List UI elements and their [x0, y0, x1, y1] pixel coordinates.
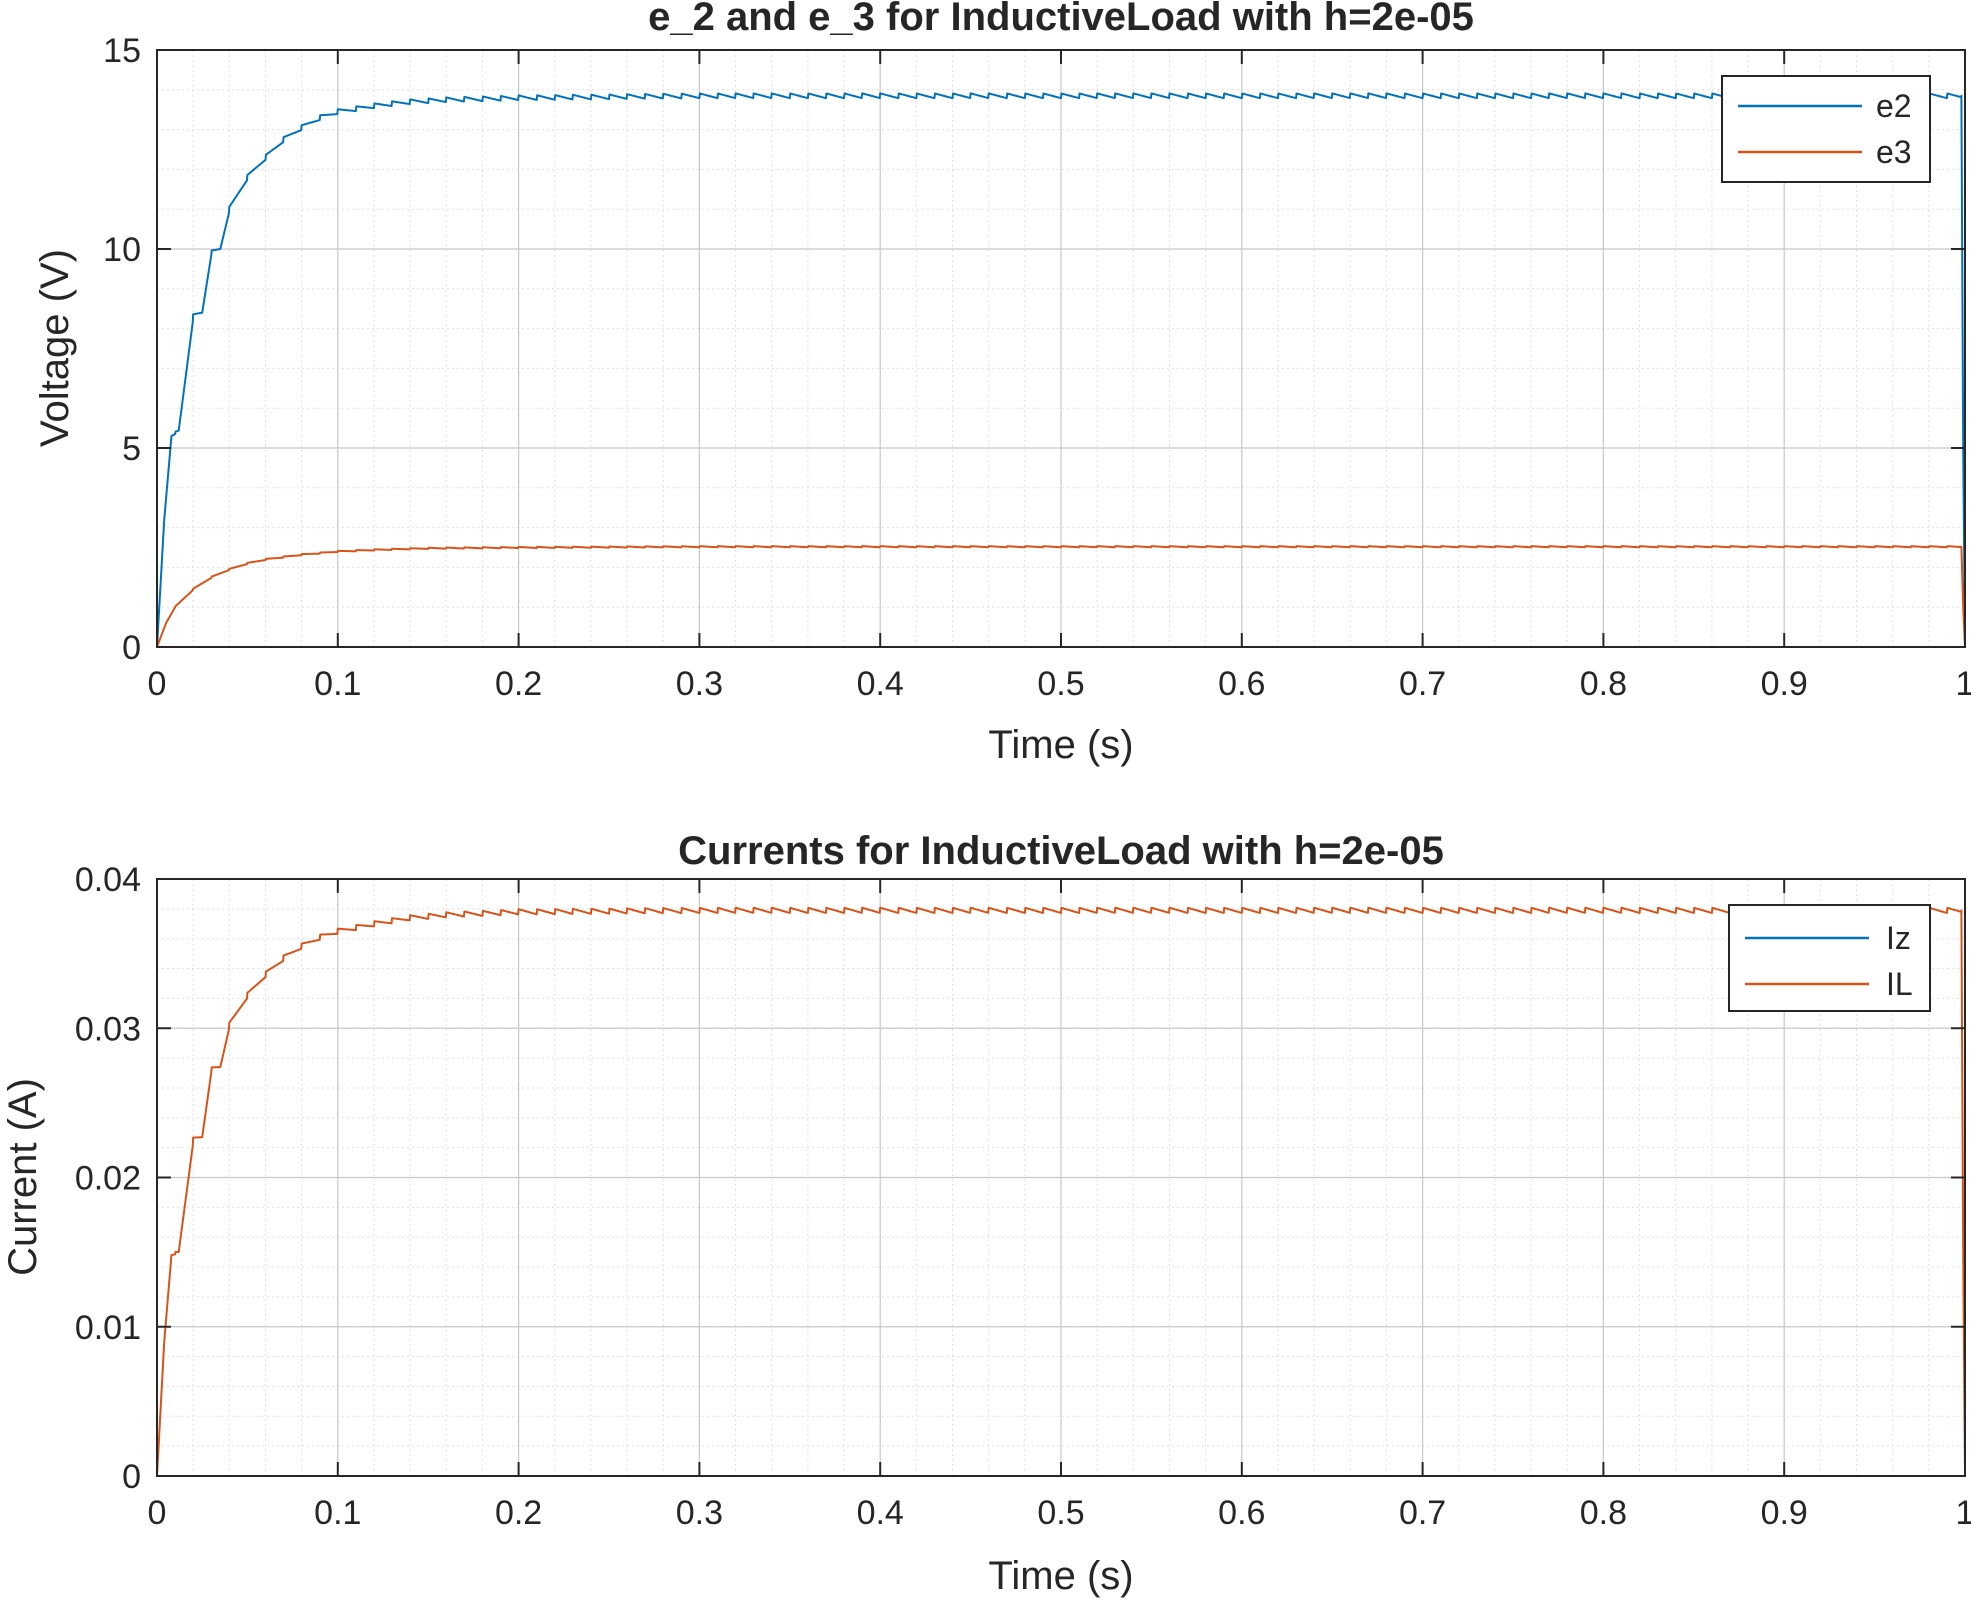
- voltage-x-tick-label: 0.2: [495, 665, 542, 703]
- voltage-y-tick-label: 15: [103, 32, 141, 70]
- voltage-y-tick-label: 10: [103, 231, 141, 269]
- voltage-x-tick-label: 0.7: [1399, 665, 1446, 703]
- current-x-axis-label: Time (s): [988, 1554, 1133, 1598]
- voltage-legend-label-e3: e3: [1876, 134, 1912, 170]
- voltage-x-tick-label: 0.9: [1761, 665, 1808, 703]
- current-y-tick-label: 0.02: [75, 1160, 141, 1198]
- current-chart-title: Currents for InductiveLoad with h=2e-05: [678, 829, 1444, 873]
- current-legend-label-il: IL: [1886, 966, 1913, 1002]
- current-x-tick-label: 0: [148, 1494, 167, 1532]
- current-x-tick-label: 0.6: [1218, 1494, 1265, 1532]
- voltage-chart-title: e_2 and e_3 for InductiveLoad with h=2e-…: [648, 0, 1474, 39]
- current-x-tick-label: 0.8: [1580, 1494, 1627, 1532]
- current-x-tick-label: 1: [1956, 1494, 1971, 1532]
- current-x-tick-label: 0.1: [314, 1494, 361, 1532]
- voltage-x-tick-label: 0.5: [1037, 665, 1084, 703]
- voltage-y-tick-label: 5: [122, 430, 141, 468]
- current-ticks: [156, 878, 1966, 1477]
- current-x-tick-label: 0.3: [676, 1494, 723, 1532]
- current-x-tick-labels: 0 0.1 0.2 0.3 0.4 0.5 0.6 0.7 0.8 0.9 1: [148, 1494, 1971, 1532]
- voltage-legend: e2 e3: [1721, 75, 1931, 183]
- current-y-tick-label: 0: [122, 1458, 141, 1496]
- voltage-x-tick-labels: 0 0.1 0.2 0.3 0.4 0.5 0.6 0.7 0.8 0.9 1: [148, 665, 1971, 703]
- voltage-series-line-e2: [156, 92, 1966, 648]
- voltage-y-axis-label: Voltage (V): [33, 249, 77, 447]
- current-y-tick-labels: 0 0.01 0.02 0.03 0.04: [75, 861, 141, 1496]
- voltage-major-grid: [156, 49, 1966, 648]
- voltage-legend-label-e2: e2: [1876, 88, 1912, 124]
- voltage-y-tick-labels: 0 5 10 15: [103, 32, 141, 667]
- voltage-x-tick-label: 0.3: [676, 665, 723, 703]
- current-x-tick-label: 0.7: [1399, 1494, 1446, 1532]
- voltage-x-axis-label: Time (s): [988, 723, 1133, 767]
- current-legend-label-iz: Iz: [1886, 920, 1911, 956]
- current-x-tick-label: 0.9: [1761, 1494, 1808, 1532]
- voltage-x-tick-label: 1: [1956, 665, 1971, 703]
- voltage-series: [156, 92, 1966, 648]
- voltage-subplot: 0 0.1 0.2 0.3 0.4 0.5 0.6 0.7 0.8 0.9 1 0 5 10 15 e_2…: [33, 0, 1971, 767]
- current-x-tick-label: 0.2: [495, 1494, 542, 1532]
- current-subplot: 0 0.1 0.2 0.3 0.4 0.5 0.6 0.7 0.8 0.9 1 00.010.020…: [1, 829, 1971, 1598]
- voltage-x-tick-label: 0.6: [1218, 665, 1265, 703]
- current-series-line-il: [156, 906, 1966, 1477]
- current-y-tick-label: 0.04: [75, 861, 141, 899]
- voltage-y-tick-label: 0: [122, 629, 141, 667]
- voltage-ticks: [156, 49, 1966, 648]
- voltage-x-tick-label: 0.1: [314, 665, 361, 703]
- current-y-tick-label: 0.01: [75, 1309, 141, 1347]
- current-legend: Iz IL: [1728, 904, 1931, 1012]
- current-legend-box: [1728, 904, 1931, 1012]
- voltage-x-tick-label: 0.4: [857, 665, 904, 703]
- current-y-tick-label: 0.03: [75, 1010, 141, 1048]
- voltage-series-line-e3: [156, 545, 1966, 648]
- current-y-axis-label: Current (A): [1, 1078, 45, 1276]
- voltage-x-tick-label: 0: [148, 665, 167, 703]
- voltage-legend-box: [1721, 75, 1931, 183]
- current-x-tick-label: 0.4: [857, 1494, 904, 1532]
- voltage-x-tick-label: 0.8: [1580, 665, 1627, 703]
- current-x-tick-label: 0.5: [1037, 1494, 1084, 1532]
